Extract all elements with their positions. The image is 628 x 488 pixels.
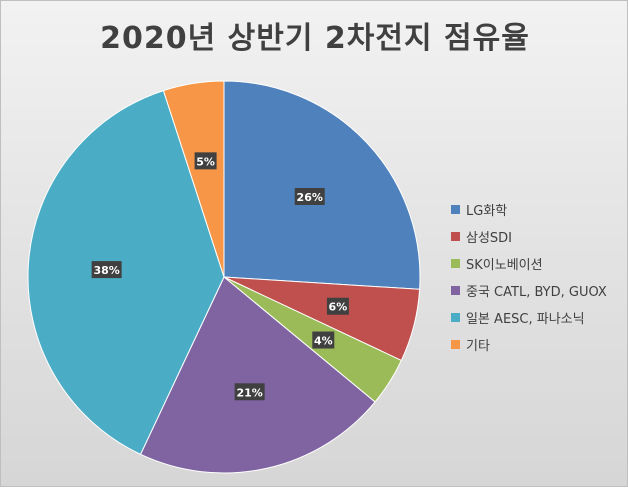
legend-swatch — [451, 259, 460, 268]
data-label-삼성sdi: 6% — [326, 297, 349, 315]
legend-label: 일본 AESC, 파나소닉 — [466, 312, 585, 327]
legend-label: 기타 — [466, 339, 490, 354]
data-label-lg화학: 26% — [294, 187, 325, 205]
data-label-box — [91, 261, 122, 279]
data-label-box — [326, 297, 349, 315]
legend-swatch — [451, 205, 460, 214]
data-label-중국-catl-byd-guox: 21% — [234, 383, 265, 401]
legend-label: SK이노베이션 — [466, 258, 543, 273]
legend-swatch — [451, 313, 460, 322]
data-label-box — [194, 152, 217, 170]
legend-swatch — [451, 340, 460, 349]
chart-title: 2020년 상반기 2차전지 점유율 — [100, 21, 530, 56]
pie-slice-일본-aesc-파나소닉 — [27, 89, 225, 456]
data-label-box — [294, 187, 325, 205]
data-label-text: 38% — [93, 264, 119, 277]
legend-item-sk이노베이션: SK이노베이션 — [451, 250, 607, 277]
legend-item-삼성sdi: 삼성SDI — [451, 223, 607, 250]
legend-item-lg화학: LG화학 — [451, 196, 607, 223]
legend-label: 삼성SDI — [466, 231, 513, 246]
legend-label: 중국 CATL, BYD, GUOX — [466, 285, 607, 300]
data-label-text: 5% — [196, 155, 215, 168]
legend-swatch — [451, 232, 460, 241]
pie-slice-lg화학 — [223, 80, 421, 290]
data-label-sk이노베이션: 4% — [312, 331, 335, 349]
pie-data-labels: 26% 6% 4% 21% 38% 5% — [91, 152, 349, 401]
legend-item-일본-aesc-파나소닉: 일본 AESC, 파나소닉 — [451, 304, 607, 331]
pie-slice-중국-catl-byd-guox — [139, 276, 376, 474]
data-label-text: 6% — [329, 301, 348, 314]
pie-slices — [27, 80, 421, 474]
legend-item-기타: 기타 — [451, 331, 607, 358]
data-label-text: 4% — [314, 335, 333, 348]
pie-slice-기타 — [162, 80, 225, 278]
legend-item-중국-catl-byd-guox: 중국 CATL, BYD, GUOX — [451, 277, 607, 304]
data-label-일본-aesc-파나소닉: 38% — [91, 261, 122, 279]
data-label-box — [312, 331, 335, 349]
legend-swatch — [451, 286, 460, 295]
data-label-text: 21% — [236, 386, 262, 399]
data-label-box — [234, 383, 265, 401]
legend-label: LG화학 — [466, 204, 508, 219]
data-label-text: 26% — [297, 191, 323, 204]
data-label-기타: 5% — [194, 152, 217, 170]
